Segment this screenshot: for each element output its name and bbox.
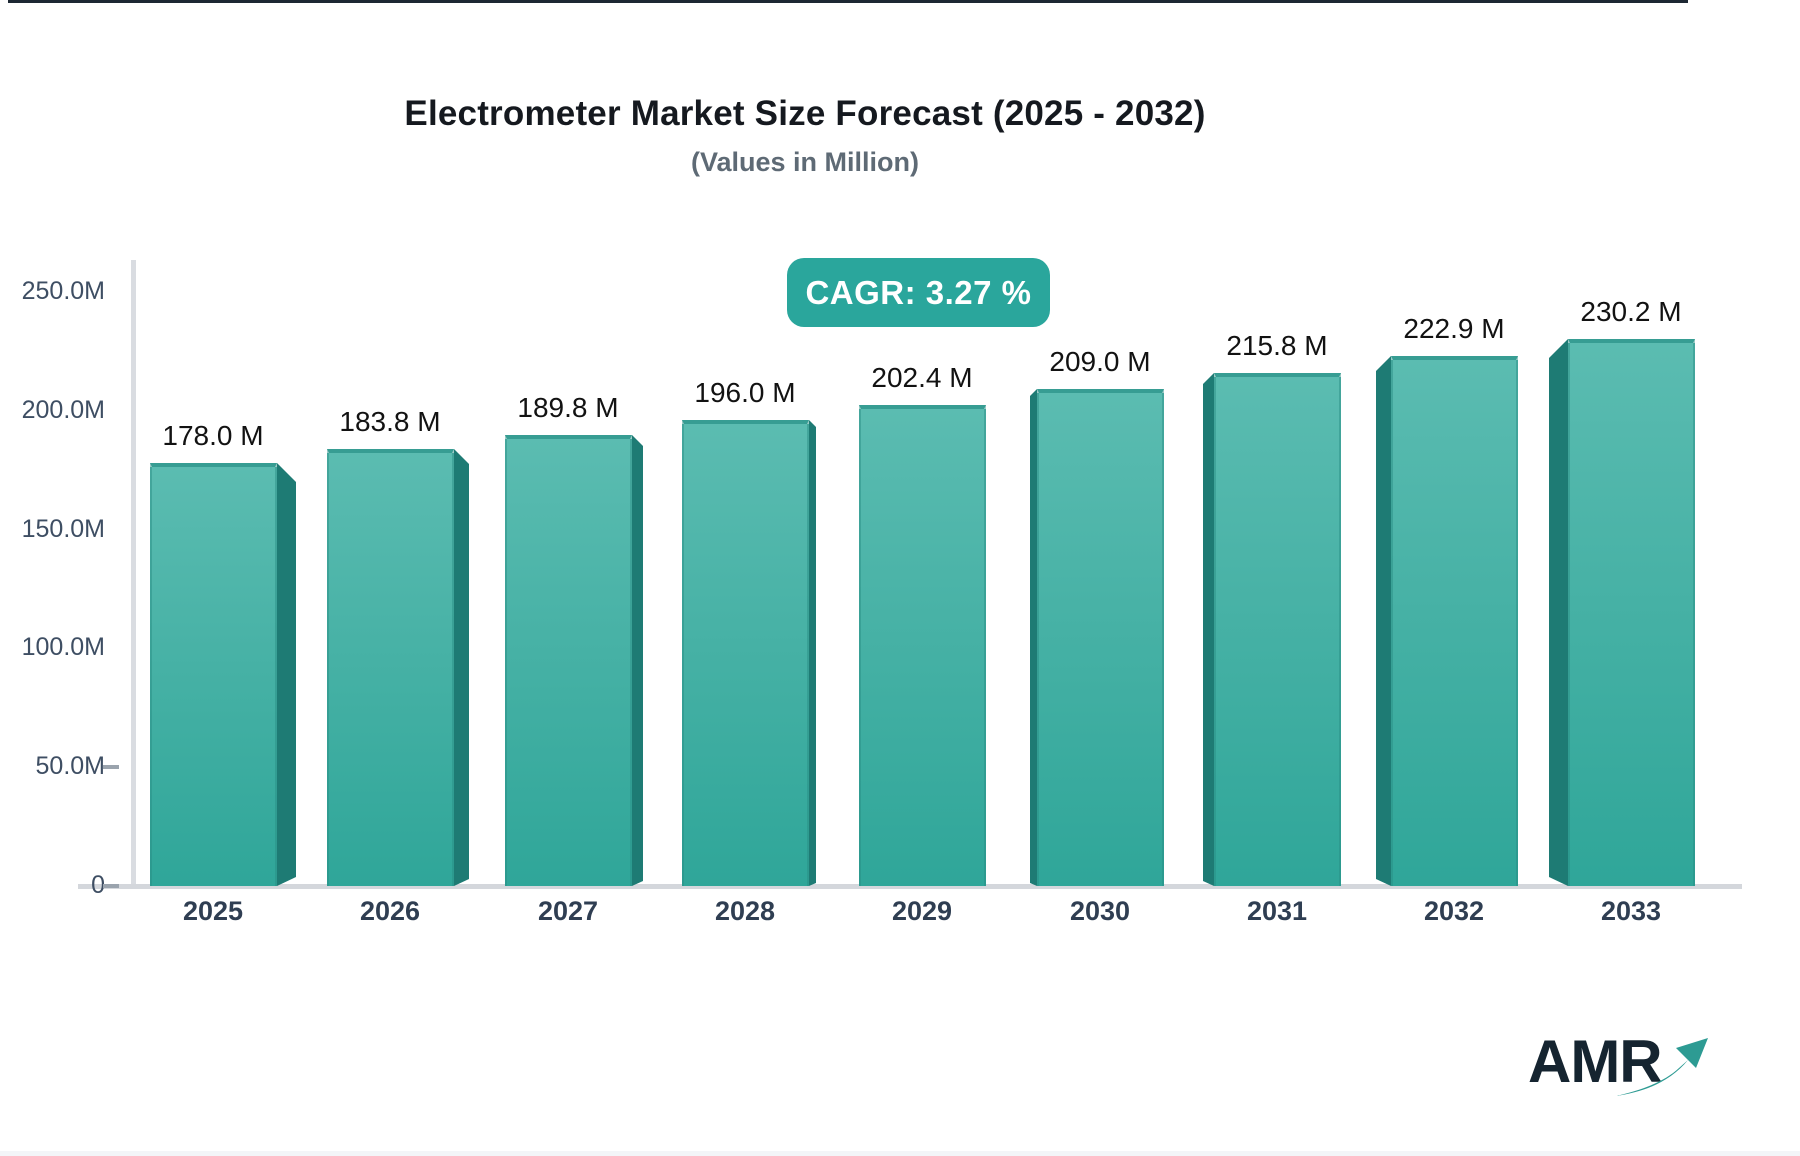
bar-value-label: 183.8 M xyxy=(339,406,441,437)
x-axis-tick-label: 2029 xyxy=(891,896,953,926)
bar-2033 xyxy=(1568,339,1695,886)
bar-value-label: 189.8 M xyxy=(517,392,619,423)
y-axis-tick-mark xyxy=(103,765,119,769)
x-axis-tick-label: 2027 xyxy=(537,896,599,926)
y-axis-tick-label: 50.0M xyxy=(35,752,105,780)
bar-2032 xyxy=(1391,356,1518,886)
x-axis-tick-label: 2031 xyxy=(1246,896,1308,926)
bar-2025 xyxy=(150,463,277,886)
y-axis-line xyxy=(131,260,136,886)
chart-subtitle: (Values in Million) xyxy=(690,147,920,177)
bar-2029 xyxy=(859,405,986,886)
amr-logo-text: AMR xyxy=(1528,1028,1663,1095)
bar-2031 xyxy=(1214,373,1341,886)
bottom-page-strip xyxy=(0,1151,1800,1156)
x-axis-tick-label: 2033 xyxy=(1600,896,1662,926)
cagr-badge-label: CAGR: 3.27 % xyxy=(805,273,1032,311)
logo-growth-arrow-icon xyxy=(1616,1038,1708,1096)
bar-side-face xyxy=(1549,339,1568,886)
bar-side-face xyxy=(1030,389,1037,886)
x-axis-baseline xyxy=(78,884,1742,889)
y-axis-tick-label: 150.0M xyxy=(21,515,105,543)
bar-value-label: 222.9 M xyxy=(1403,313,1505,344)
bar-value-label: 196.0 M xyxy=(694,377,796,408)
bar-2027 xyxy=(505,435,632,886)
y-axis-tick-mark xyxy=(103,884,119,888)
cagr-badge: CAGR: 3.27 % xyxy=(787,258,1050,327)
y-axis-tick-label: 0 xyxy=(91,871,105,899)
bar-side-face xyxy=(632,435,643,886)
y-axis-tick-label: 200.0M xyxy=(21,396,105,424)
bar-2030 xyxy=(1037,389,1164,886)
y-axis-tick-label: 100.0M xyxy=(21,633,105,661)
bar-side-face xyxy=(809,420,816,886)
bar-value-label: 202.4 M xyxy=(871,362,973,393)
y-axis-tick-label: 250.0M xyxy=(21,277,105,305)
amr-logo: AMR xyxy=(1528,1032,1728,1112)
bar-2028 xyxy=(682,420,809,886)
x-axis-tick-label: 2025 xyxy=(182,896,244,926)
x-axis-tick-label: 2028 xyxy=(714,896,776,926)
bar-2026 xyxy=(327,449,454,886)
bar-value-label: 215.8 M xyxy=(1226,330,1328,361)
bar-side-face xyxy=(1376,356,1391,886)
bar-side-face xyxy=(277,463,296,886)
chart-title: Electrometer Market Size Forecast (2025 … xyxy=(404,94,1206,133)
top-border-line xyxy=(8,0,1688,3)
bar-value-label: 178.0 M xyxy=(162,420,264,451)
bar-side-face xyxy=(1203,373,1214,886)
x-axis-tick-label: 2032 xyxy=(1423,896,1485,926)
x-axis-tick-label: 2030 xyxy=(1069,896,1131,926)
x-axis-tick-label: 2026 xyxy=(359,896,421,926)
bar-value-label: 230.2 M xyxy=(1580,296,1682,327)
bar-side-face xyxy=(454,449,469,886)
bar-value-label: 209.0 M xyxy=(1049,346,1151,377)
